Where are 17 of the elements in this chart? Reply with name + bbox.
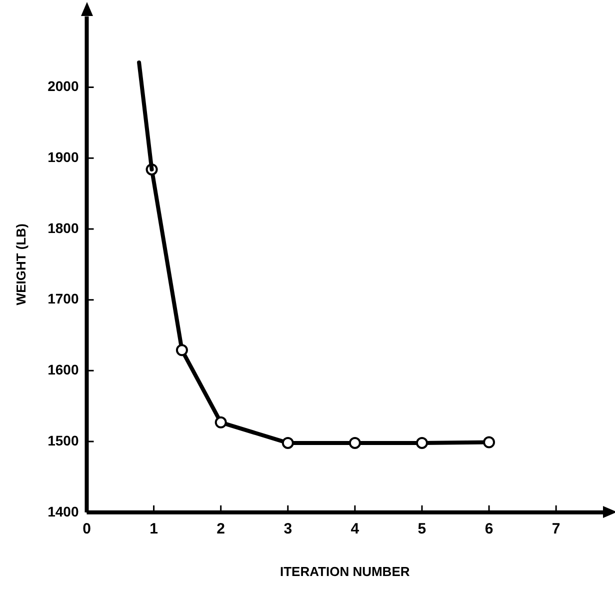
- y-tick-label: 1700: [48, 290, 79, 307]
- x-tick-label: 2: [216, 520, 226, 538]
- y-tick-label: 1500: [48, 432, 79, 448]
- x-tick-label: 5: [418, 520, 426, 538]
- y-axis-title: WEIGHT (LB): [13, 224, 28, 306]
- y-tick-label: 2000: [48, 78, 79, 94]
- x-axis-title: ITERATION NUMBER: [280, 564, 410, 579]
- x-tick-label: 1: [150, 520, 158, 538]
- x-tick-label: 7: [552, 520, 560, 538]
- y-tick-label: 1600: [48, 362, 79, 378]
- x-tick-label: 0: [82, 520, 91, 538]
- y-tick-label: 1400: [48, 503, 79, 520]
- x-tick-label: 3: [284, 520, 292, 538]
- y-tick-label: 1800: [48, 220, 79, 236]
- x-tick-label: 6: [484, 520, 494, 538]
- y-tick-label: 1900: [48, 148, 79, 165]
- x-tick-label: 4: [350, 520, 360, 538]
